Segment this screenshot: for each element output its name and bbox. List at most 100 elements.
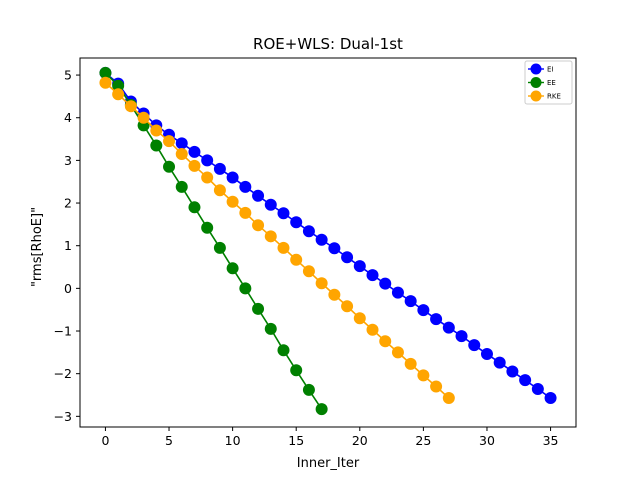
y-tick-label: 3	[64, 153, 72, 168]
y-tick-label: 1	[64, 238, 72, 253]
plot-area	[99, 66, 557, 416]
data-point	[99, 66, 112, 79]
data-point	[290, 253, 303, 266]
x-tick-label: 30	[479, 433, 495, 448]
data-point	[252, 219, 265, 232]
x-tick-label: 5	[165, 433, 173, 448]
data-point	[366, 323, 379, 336]
y-tick-label: −3	[54, 409, 72, 424]
series-line	[104, 82, 450, 399]
legend-marker	[530, 77, 542, 88]
data-point	[239, 180, 252, 193]
legend-label: RKE	[547, 93, 561, 101]
chart-title: ROE+WLS: Dual-1st	[253, 35, 403, 53]
data-point	[290, 216, 303, 229]
data-point	[506, 365, 519, 378]
data-point	[150, 139, 163, 152]
data-point	[341, 300, 354, 313]
data-point	[226, 171, 239, 184]
y-tick-label: −2	[54, 366, 72, 381]
data-point	[213, 162, 226, 175]
data-point	[430, 313, 443, 326]
x-tick-label: 15	[288, 433, 304, 448]
x-tick-label: 20	[352, 433, 368, 448]
data-point	[531, 383, 544, 396]
y-tick-label: −1	[54, 324, 72, 339]
data-point	[175, 180, 188, 193]
series-ee	[99, 66, 328, 416]
data-point	[328, 242, 341, 255]
legend-item-ei: EI	[528, 63, 554, 75]
data-point	[442, 391, 455, 404]
data-point	[188, 159, 201, 172]
data-point	[302, 225, 315, 238]
legend: EI EE RKE	[524, 60, 573, 105]
y-tick-label: 4	[64, 110, 72, 125]
legend-item-rke: RKE	[528, 90, 561, 102]
data-point	[404, 357, 417, 370]
x-tick-label: 25	[415, 433, 431, 448]
series-rke	[99, 76, 455, 404]
series-line	[104, 72, 323, 410]
data-point	[480, 348, 493, 361]
data-point	[341, 251, 354, 264]
data-point	[188, 201, 201, 214]
data-point	[315, 403, 328, 416]
data-point	[468, 339, 481, 352]
x-tick-label: 0	[101, 433, 109, 448]
x-tick-label: 35	[543, 433, 559, 448]
data-point	[213, 241, 226, 254]
data-point	[391, 286, 404, 299]
data-point	[366, 269, 379, 282]
x-axis: 0 5 10 15 20 25 30 35	[101, 427, 559, 448]
data-point	[264, 198, 277, 211]
x-tick-label: 10	[225, 433, 241, 448]
data-point	[315, 277, 328, 290]
y-tick-label: 2	[64, 196, 72, 211]
data-point	[391, 346, 404, 359]
data-point	[226, 262, 239, 275]
data-point	[99, 76, 112, 89]
data-point	[188, 145, 201, 158]
data-point	[290, 364, 303, 377]
data-point	[112, 79, 125, 92]
legend-marker	[530, 63, 542, 75]
data-point	[302, 383, 315, 396]
data-point	[252, 302, 265, 315]
y-axis-title: "rms[RhoE]"	[30, 207, 45, 287]
data-point	[353, 312, 366, 325]
x-axis-title: Inner_Iter	[297, 456, 360, 471]
data-point	[264, 230, 277, 243]
data-point	[175, 147, 188, 160]
data-point	[442, 321, 455, 334]
data-point	[519, 374, 532, 387]
plot-frame	[79, 57, 577, 428]
data-point	[163, 160, 176, 173]
data-point	[213, 184, 226, 197]
data-point	[112, 88, 125, 101]
data-point	[493, 356, 506, 369]
data-point	[430, 380, 443, 393]
data-point	[379, 335, 392, 348]
data-point	[277, 344, 290, 357]
y-tick-label: 0	[64, 281, 72, 296]
data-point	[277, 207, 290, 220]
legend-label: EE	[547, 79, 556, 87]
data-point	[264, 322, 277, 335]
data-point	[302, 265, 315, 278]
data-point	[277, 241, 290, 254]
data-point	[239, 282, 252, 295]
data-point	[417, 369, 430, 382]
data-point	[315, 233, 328, 246]
data-point	[239, 206, 252, 219]
series-ei	[99, 66, 557, 404]
data-point	[455, 330, 468, 343]
legend-marker	[530, 90, 542, 102]
data-point	[226, 195, 239, 208]
legend-item-ee: EE	[528, 77, 556, 88]
legend-label: EI	[547, 66, 554, 74]
data-point	[201, 221, 214, 234]
data-point	[544, 391, 557, 404]
data-point	[404, 295, 417, 308]
